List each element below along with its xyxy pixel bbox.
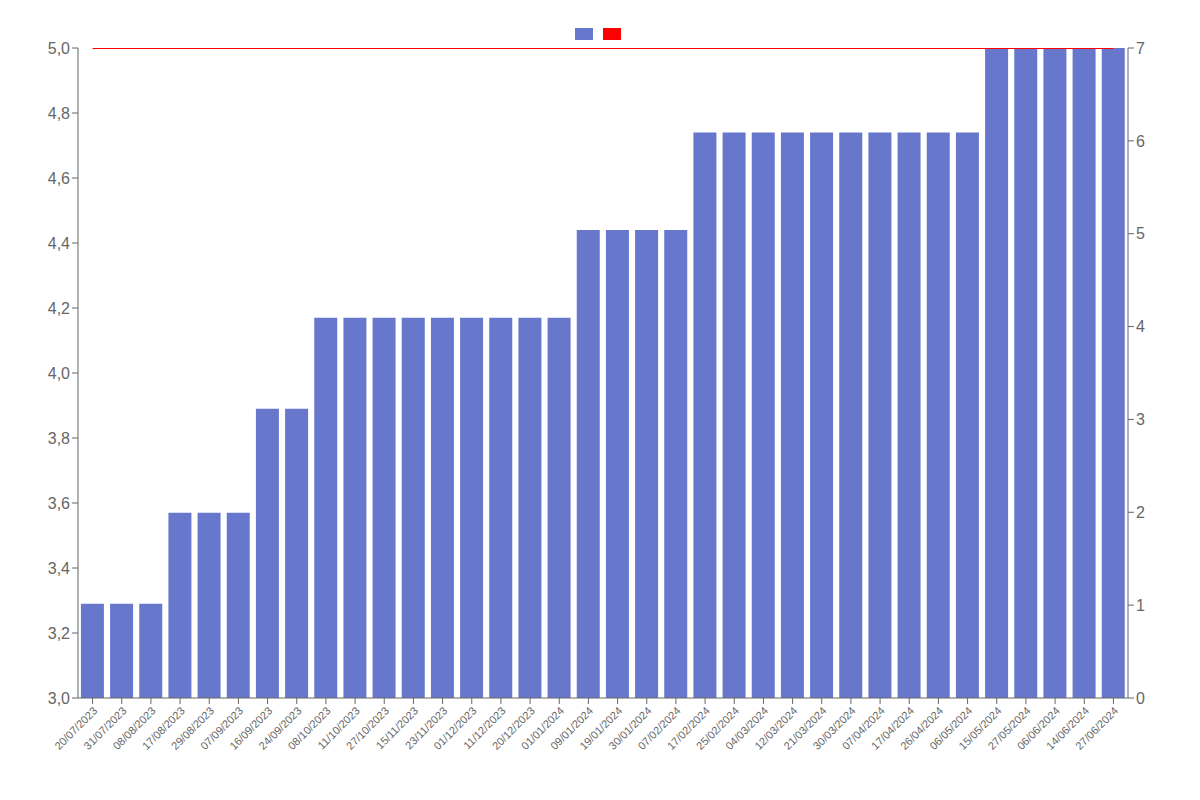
svg-text:11/12/2023: 11/12/2023 [461, 704, 508, 752]
svg-text:20/07/2023: 20/07/2023 [52, 704, 100, 752]
svg-text:12/03/2024: 12/03/2024 [752, 704, 800, 752]
svg-text:3,8: 3,8 [48, 430, 70, 447]
svg-text:01/12/2023: 01/12/2023 [431, 704, 479, 752]
svg-text:08/10/2023: 08/10/2023 [285, 704, 333, 752]
svg-text:15/05/2024: 15/05/2024 [956, 704, 1004, 752]
svg-text:3: 3 [1136, 411, 1145, 428]
svg-text:30/01/2024: 30/01/2024 [606, 704, 654, 752]
svg-text:7: 7 [1136, 40, 1145, 57]
svg-text:15/11/2023: 15/11/2023 [373, 704, 421, 752]
svg-text:5: 5 [1136, 225, 1145, 242]
svg-text:24/09/2023: 24/09/2023 [256, 704, 304, 752]
svg-text:14/06/2024: 14/06/2024 [1043, 704, 1092, 752]
svg-text:06/05/2024: 06/05/2024 [927, 704, 975, 752]
svg-text:27/10/2023: 27/10/2023 [343, 704, 392, 752]
svg-text:16/09/2023: 16/09/2023 [227, 704, 275, 752]
svg-text:07/04/2024: 07/04/2024 [839, 704, 887, 752]
svg-text:23/11/2023: 23/11/2023 [402, 704, 450, 752]
svg-text:4,6: 4,6 [48, 170, 70, 187]
svg-text:17/02/2024: 17/02/2024 [664, 704, 712, 752]
svg-text:3,0: 3,0 [48, 690, 70, 707]
svg-text:4,4: 4,4 [48, 235, 70, 252]
svg-text:3,2: 3,2 [48, 625, 70, 642]
svg-text:31/07/2023: 31/07/2023 [81, 704, 129, 752]
svg-text:3,6: 3,6 [48, 495, 70, 512]
svg-text:30/03/2024: 30/03/2024 [810, 704, 858, 752]
svg-text:1: 1 [1136, 597, 1145, 614]
svg-text:04/03/2024: 04/03/2024 [722, 704, 771, 752]
svg-text:01/01/2024: 01/01/2024 [518, 704, 567, 752]
svg-text:6: 6 [1136, 133, 1145, 150]
svg-text:11/10/2023: 11/10/2023 [315, 704, 362, 752]
svg-text:26/04/2024: 26/04/2024 [897, 704, 946, 752]
svg-text:17/04/2024: 17/04/2024 [868, 704, 917, 752]
svg-text:06/06/2024: 06/06/2024 [1014, 704, 1062, 752]
svg-text:17/08/2023: 17/08/2023 [139, 704, 187, 752]
svg-text:29/08/2023: 29/08/2023 [168, 704, 217, 752]
svg-text:4,0: 4,0 [48, 365, 70, 382]
svg-text:0: 0 [1136, 690, 1145, 707]
svg-text:27/06/2024: 27/06/2024 [1073, 704, 1120, 751]
svg-text:4,2: 4,2 [48, 300, 70, 317]
svg-text:4: 4 [1136, 318, 1145, 335]
svg-text:20/12/2023: 20/12/2023 [489, 704, 537, 752]
svg-text:07/09/2023: 07/09/2023 [197, 704, 246, 752]
svg-text:2: 2 [1136, 504, 1145, 521]
svg-text:21/03/2024: 21/03/2024 [781, 704, 829, 752]
svg-text:4,8: 4,8 [48, 105, 70, 122]
svg-text:07/02/2024: 07/02/2024 [635, 704, 683, 752]
svg-text:3,4: 3,4 [48, 560, 70, 577]
svg-text:27/05/2024: 27/05/2024 [985, 704, 1033, 752]
svg-text:08/08/2023: 08/08/2023 [110, 704, 158, 752]
svg-text:19/01/2024: 19/01/2024 [577, 704, 625, 752]
svg-text:25/02/2024: 25/02/2024 [693, 704, 742, 752]
svg-text:09/01/2024: 09/01/2024 [547, 704, 596, 752]
svg-text:5,0: 5,0 [48, 40, 70, 57]
